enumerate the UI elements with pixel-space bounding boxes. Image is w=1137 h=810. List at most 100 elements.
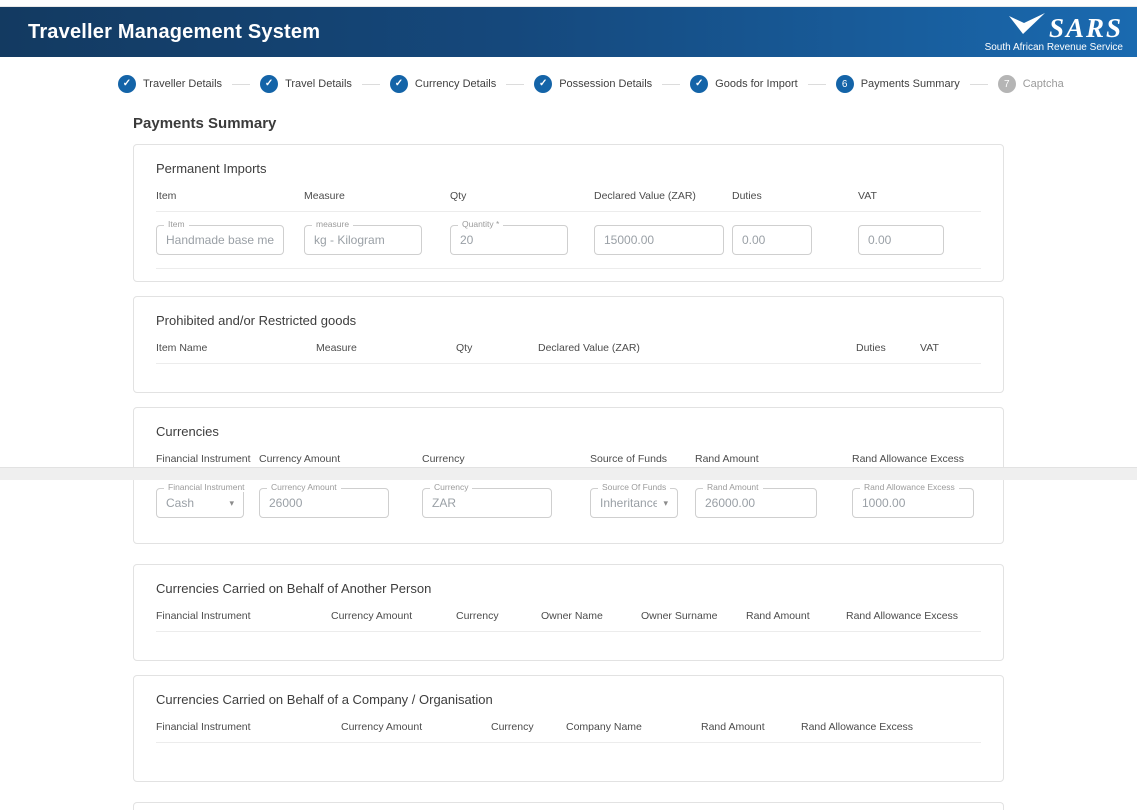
- column-header: Measure: [316, 342, 357, 354]
- step-travel-details[interactable]: ✓ Travel Details: [260, 75, 352, 93]
- sars-tagline: South African Revenue Service: [984, 41, 1123, 53]
- table-header-row: Financial Instrument Currency Amount Cur…: [156, 721, 981, 743]
- step-check-icon: ✓: [389, 75, 408, 93]
- app-header: Traveller Management System SARS South A…: [0, 7, 1137, 57]
- section-behalf-person: Currencies Carried on Behalf of Another …: [133, 564, 1004, 661]
- measure-input[interactable]: measure: [304, 219, 422, 255]
- step-captcha: 7 Captcha: [997, 75, 1064, 93]
- step-check-icon: ✓: [534, 75, 553, 93]
- dropdown-arrow-icon: ▾: [229, 497, 234, 508]
- column-header: VAT: [858, 190, 877, 202]
- step-traveller-details[interactable]: ✓ Traveller Details: [118, 75, 222, 93]
- step-label: Goods for Import: [715, 78, 798, 90]
- quantity-input[interactable]: Quantity *: [450, 219, 568, 255]
- step-label: Traveller Details: [143, 78, 223, 90]
- column-header: Currency: [491, 721, 534, 733]
- section-title: Prohibited and/or Restricted goods: [156, 313, 357, 328]
- step-label: Currency Details: [414, 78, 497, 90]
- sars-wordmark: SARS: [1048, 12, 1123, 43]
- column-header: Currency: [456, 610, 499, 622]
- app-title: Traveller Management System: [28, 20, 321, 43]
- column-header: Source of Funds: [590, 453, 668, 465]
- column-header: Owner Name: [541, 610, 603, 622]
- item-input[interactable]: Item: [156, 219, 284, 255]
- empty-table-body: [156, 364, 981, 380]
- step-connector: [232, 83, 251, 85]
- page-seam: [0, 467, 1137, 480]
- step-label: Possession Details: [559, 78, 653, 90]
- column-header: Financial Instrument: [156, 721, 251, 733]
- column-header: Currency Amount: [259, 453, 341, 465]
- rand-allowance-excess-input[interactable]: Rand Allowance Excess: [852, 482, 974, 518]
- source-of-funds-select[interactable]: Source Of Funds Inheritance ▾: [590, 482, 678, 518]
- column-header: Qty: [456, 342, 473, 354]
- column-header: Rand Allowance Excess: [801, 721, 914, 733]
- step-check-icon: ✓: [260, 75, 279, 93]
- dropdown-arrow-icon: ▾: [663, 497, 668, 508]
- step-label: Payments Summary: [860, 78, 960, 90]
- step-goods-for-import[interactable]: ✓ Goods for Import: [690, 75, 798, 93]
- table-header-row: Item Measure Qty Declared Value (ZAR) Du…: [156, 190, 981, 212]
- column-header: Declared Value (ZAR): [594, 190, 696, 202]
- column-header: Item Name: [156, 342, 208, 354]
- section-title: Currencies: [156, 424, 219, 439]
- section-title: Permanent Imports: [156, 161, 267, 176]
- step-connector: [506, 83, 525, 85]
- column-header: Owner Surname: [641, 610, 718, 622]
- step-check-icon: ✓: [118, 75, 136, 93]
- step-connector: [361, 83, 380, 85]
- currency-amount-input[interactable]: Currency Amount: [259, 482, 389, 518]
- column-header: Currency: [422, 453, 465, 465]
- column-header: Rand Allowance Excess: [846, 610, 959, 622]
- step-connector: [807, 83, 826, 85]
- section-behalf-company: Currencies Carried on Behalf of a Compan…: [133, 675, 1004, 782]
- vat-input[interactable]: [858, 225, 944, 255]
- rand-amount-input[interactable]: Rand Amount: [695, 482, 817, 518]
- wizard-stepper: ✓ Traveller Details ✓ Travel Details ✓ C…: [118, 75, 1064, 93]
- column-header: Rand Amount: [746, 610, 810, 622]
- column-header: Rand Amount: [695, 453, 759, 465]
- table-row: Financial Instrument Cash ▾ Currency Amo…: [156, 475, 981, 531]
- financial-instrument-select[interactable]: Financial Instrument Cash ▾: [156, 482, 249, 518]
- step-payments-summary[interactable]: 6 Payments Summary: [835, 75, 960, 93]
- sars-logo: SARS South African Revenue Service: [985, 12, 1127, 53]
- duties-input[interactable]: [732, 225, 812, 255]
- column-header: Financial Instrument: [156, 453, 251, 465]
- section-title: Currencies Carried on Behalf of Another …: [156, 581, 432, 596]
- sars-logomark-icon: [1008, 12, 1046, 41]
- empty-table-body: [156, 632, 981, 648]
- step-currency-details[interactable]: ✓ Currency Details: [389, 75, 497, 93]
- column-header: Currency Amount: [331, 610, 413, 622]
- column-header: Rand Allowance Excess: [852, 453, 965, 465]
- table-header-row: Item Name Measure Qty Declared Value (ZA…: [156, 342, 981, 364]
- column-header: VAT: [920, 342, 939, 354]
- column-header: Duties: [732, 190, 762, 202]
- currency-input[interactable]: Currency: [422, 482, 552, 518]
- column-header: Financial Instrument: [156, 610, 251, 622]
- step-number-badge: 7: [997, 75, 1016, 93]
- step-number-badge: 6: [835, 75, 854, 93]
- column-header: Rand Amount: [701, 721, 765, 733]
- step-check-icon: ✓: [690, 75, 709, 93]
- step-label: Captcha: [1022, 78, 1064, 90]
- browser-top-strip: [0, 0, 1137, 7]
- section-permanent-imports: Permanent Imports Item Measure Qty Decla…: [133, 144, 1004, 282]
- page-title: Payments Summary: [133, 115, 277, 132]
- column-header: Item: [156, 190, 177, 202]
- column-header: Declared Value (ZAR): [538, 342, 640, 354]
- column-header: Company Name: [566, 721, 642, 733]
- section-prohibited-goods: Prohibited and/or Restricted goods Item …: [133, 296, 1004, 393]
- column-header: Duties: [856, 342, 886, 354]
- column-header: Qty: [450, 190, 467, 202]
- declared-value-input[interactable]: [594, 225, 724, 255]
- step-connector: [662, 83, 681, 85]
- column-header: Currency Amount: [341, 721, 423, 733]
- next-card-edge: [133, 802, 1004, 810]
- table-header-row: Financial Instrument Currency Amount Cur…: [156, 610, 981, 632]
- step-label: Travel Details: [285, 78, 352, 90]
- step-connector: [969, 83, 988, 85]
- step-possession-details[interactable]: ✓ Possession Details: [534, 75, 652, 93]
- section-title: Currencies Carried on Behalf of a Compan…: [156, 692, 493, 707]
- column-header: Measure: [304, 190, 345, 202]
- table-row: Item measure Quantity *: [156, 212, 981, 269]
